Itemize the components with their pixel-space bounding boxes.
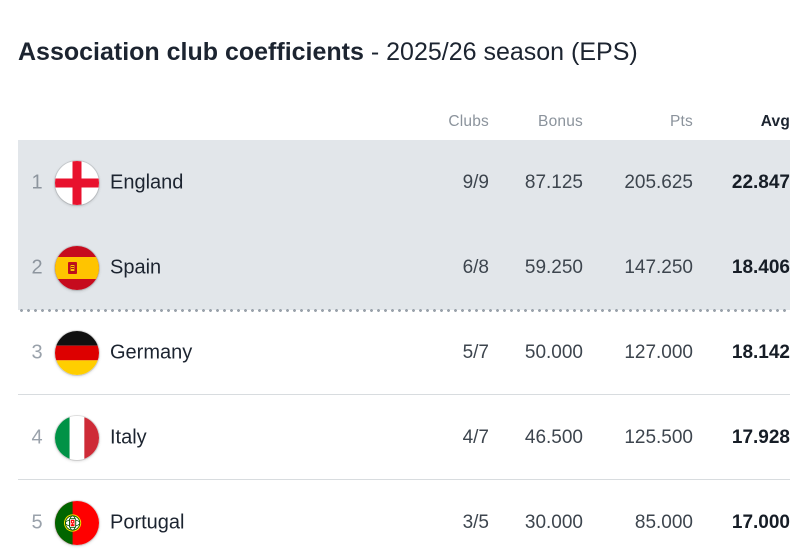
row-cell-clubs: 9/9 <box>462 171 489 193</box>
row-country-name[interactable]: Italy <box>110 426 147 448</box>
row-rank: 4 <box>31 426 43 448</box>
flag-portugal-icon <box>55 500 99 545</box>
row-cell-clubs: 5/7 <box>462 341 489 363</box>
row-cell-pts: 85.000 <box>634 511 693 533</box>
table-row[interactable]: 3 Germany 5/7 50.000 127.000 18.142 <box>0 310 800 395</box>
table-row[interactable]: 2 Spain 6/8 59.250 147.250 18.406 <box>0 225 800 310</box>
row-rank: 5 <box>31 511 43 533</box>
column-header-avg[interactable]: Avg <box>760 113 790 130</box>
row-country-name[interactable]: Germany <box>110 341 193 363</box>
row-cell-pts: 125.500 <box>624 426 693 448</box>
row-cell-avg: 17.000 <box>731 511 790 533</box>
row-rank: 2 <box>31 256 43 278</box>
qualification-cut-line <box>18 309 790 312</box>
row-cell-bonus: 46.500 <box>524 426 583 448</box>
flag-italy-icon <box>55 415 99 460</box>
row-country-name[interactable]: Portugal <box>110 511 185 533</box>
row-cell-pts: 147.250 <box>624 256 693 278</box>
column-header-clubs[interactable]: Clubs <box>448 113 489 130</box>
row-rank: 3 <box>31 341 43 363</box>
table-header-row: Clubs Bonus Pts Avg <box>0 104 800 140</box>
row-cell-pts: 127.000 <box>624 341 693 363</box>
row-cell-avg: 22.847 <box>731 171 790 193</box>
row-cell-bonus: 59.250 <box>524 256 583 278</box>
flag-england-icon <box>55 160 99 205</box>
column-header-bonus[interactable]: Bonus <box>538 113 583 130</box>
row-divider <box>18 394 790 395</box>
row-background <box>18 140 790 225</box>
row-cell-bonus: 50.000 <box>524 341 583 363</box>
page-title-light: - 2025/26 season (EPS) <box>363 38 638 66</box>
flag-spain-icon <box>55 245 99 290</box>
row-country-name[interactable]: Spain <box>110 256 162 278</box>
row-country-name[interactable]: England <box>110 171 184 193</box>
row-cell-bonus: 87.125 <box>524 171 583 193</box>
flag-germany-icon <box>55 330 99 375</box>
row-cell-bonus: 30.000 <box>524 511 583 533</box>
coefficients-table: Clubs Bonus Pts Avg 1 England 9/9 87.125 20… <box>0 104 800 555</box>
row-cell-clubs: 6/8 <box>462 256 489 278</box>
row-divider <box>18 479 790 480</box>
row-cell-clubs: 4/7 <box>462 426 489 448</box>
column-header-pts[interactable]: Pts <box>670 113 693 130</box>
table-body: 1 England 9/9 87.125 205.625 22.847 2 Spain 6/… <box>0 140 800 555</box>
row-cell-pts: 205.625 <box>624 171 693 193</box>
row-rank: 1 <box>31 171 43 193</box>
page-title-strong: Association club coefficients <box>18 38 364 66</box>
row-background <box>18 225 790 310</box>
row-cell-avg: 17.928 <box>731 426 790 448</box>
table-row[interactable]: 5 Portugal 3/5 30.000 85.000 17.000 <box>0 480 800 555</box>
row-cell-avg: 18.142 <box>731 341 790 363</box>
table-row[interactable]: 1 England 9/9 87.125 205.625 22.847 <box>0 140 800 225</box>
row-cell-clubs: 3/5 <box>462 511 489 533</box>
row-cell-avg: 18.406 <box>731 256 790 278</box>
page-title: Association club coefficients - 2025/26 … <box>18 36 638 68</box>
table-row[interactable]: 4 Italy 4/7 46.500 125.500 17.928 <box>0 395 800 480</box>
